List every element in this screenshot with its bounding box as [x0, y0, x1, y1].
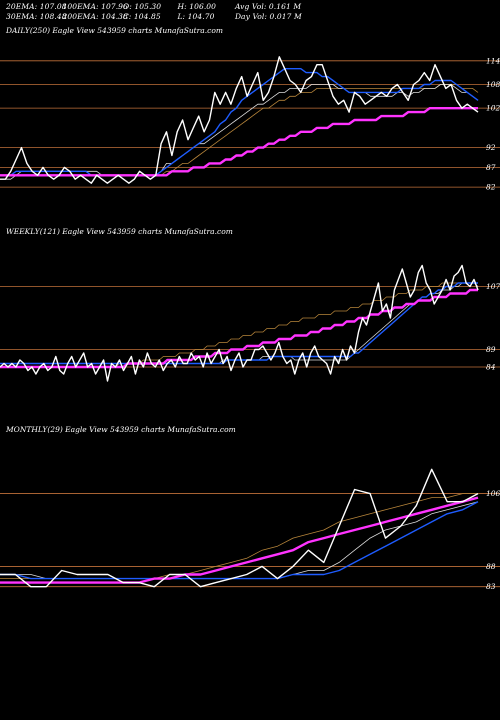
tick-label-2-1: 88 — [486, 562, 496, 571]
ema200-label: 200EMA: 104.38 — [62, 12, 128, 21]
ema100-label: 100EMA: 107.96 — [62, 2, 128, 11]
panel-title-2: MONTHLY(29) Eagle View 543959 charts Mun… — [5, 425, 236, 434]
avg-vol-label: Avg Vol: 0.161 M — [234, 2, 302, 11]
header-row-2: 30EMA: 108.48 200EMA: 104.38 C: 104.85 L… — [6, 12, 302, 21]
tick-label-0-1: 108 — [486, 80, 500, 89]
header-row-1: 20EMA: 107.08 100EMA: 107.96 O: 105.30 H… — [6, 2, 301, 11]
series-ema_tan-2 — [0, 493, 478, 579]
tick-label-1-2: 84 — [486, 363, 496, 372]
ema20-label: 20EMA: 107.08 — [6, 2, 67, 11]
series-ema_blue-1 — [0, 282, 478, 365]
tick-label-0-3: 92 — [486, 143, 496, 152]
tick-label-2-2: 83 — [486, 582, 496, 591]
open-label: O: 105.30 — [122, 2, 162, 11]
panel-title-1: WEEKLY(121) Eagle View 543959 charts Mun… — [6, 227, 233, 236]
tick-label-2-0: 106 — [486, 489, 500, 498]
series-price-0 — [0, 56, 479, 184]
series-ema_blue-2 — [0, 501, 479, 580]
series-ema_white_thin-1 — [0, 282, 479, 364]
series-price-1 — [0, 264, 479, 382]
tick-label-1-0: 107 — [486, 282, 500, 291]
high-label: H: 106.00 — [177, 2, 217, 11]
tick-label-0-0: 114 — [486, 56, 500, 65]
series-ema_magenta-2 — [0, 496, 479, 584]
series-ema_white_thin-2 — [0, 501, 479, 579]
close-label: C: 104.85 — [122, 12, 161, 21]
panel-title-0: DAILY(250) Eagle View 543959 charts Muna… — [5, 26, 223, 35]
tick-label-0-2: 102 — [486, 104, 500, 113]
series-ema_magenta-1 — [0, 288, 478, 369]
day-vol-label: Day Vol: 0.017 M — [234, 12, 302, 21]
ema30-label: 30EMA: 108.48 — [6, 12, 67, 21]
low-label: L: 104.70 — [177, 12, 215, 21]
tick-label-0-5: 82 — [486, 183, 496, 192]
series-ema_blue-0 — [0, 67, 479, 177]
tick-label-1-1: 89 — [486, 345, 496, 354]
series-price-2 — [0, 468, 479, 588]
tick-label-0-4: 87 — [486, 163, 496, 172]
